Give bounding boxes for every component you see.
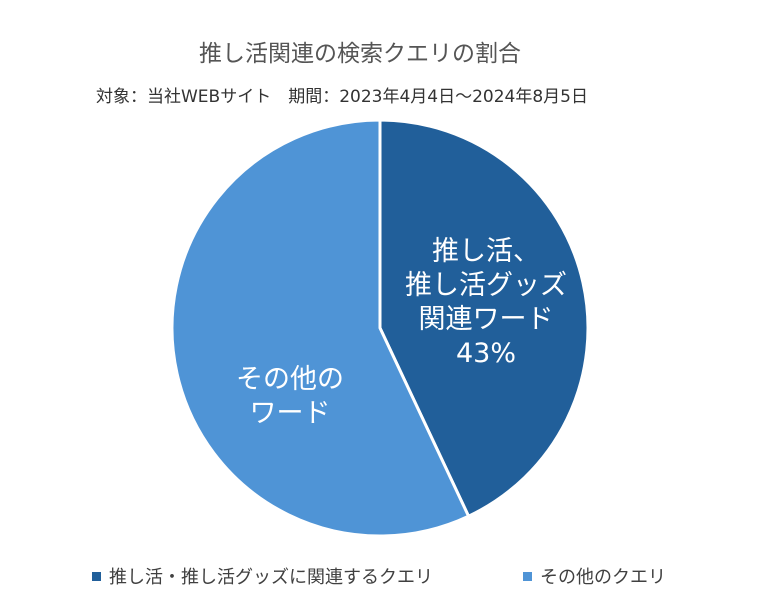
legend-label-2: その他のクエリ	[540, 567, 666, 588]
slice-label-line: 推し活グッズ	[405, 270, 567, 301]
slice-value-label-1: 43%	[456, 338, 516, 369]
pie-slices	[170, 118, 590, 538]
slice-label-line: 推し活、	[432, 236, 540, 267]
slice-label-line: 関連ワード	[419, 304, 554, 335]
slice-label-line: その他の	[236, 364, 344, 395]
chart-subtitle: 対象：当社WEBサイト 期間：2023年4月4日～2024年8月5日	[96, 87, 589, 107]
slice-labels: 推し活、推し活グッズ関連ワード 43% その他のワード	[236, 236, 567, 429]
legend-swatch-1	[92, 571, 101, 581]
slice-label-1: 推し活、推し活グッズ関連ワード 43%	[405, 236, 567, 369]
pie-slice-1	[378, 118, 590, 518]
pie-chart: 推し活、推し活グッズ関連ワード 43% その他のワード	[170, 118, 590, 538]
slice-label-line: ワード	[250, 398, 331, 429]
slice-label-2: その他のワード	[236, 364, 344, 429]
legend-item-2: その他のクエリ	[523, 563, 666, 589]
legend-label-1: 推し活・推し活グッズに関連するクエリ	[109, 567, 433, 588]
chart-title: 推し活関連の検索クエリの割合	[199, 41, 521, 67]
legend: 推し活・推し活グッズに関連するクエリ その他のクエリ	[0, 563, 760, 589]
legend-item-1: 推し活・推し活グッズに関連するクエリ	[92, 563, 433, 589]
legend-swatch-2	[523, 571, 532, 581]
pie-slice-2	[170, 118, 471, 538]
